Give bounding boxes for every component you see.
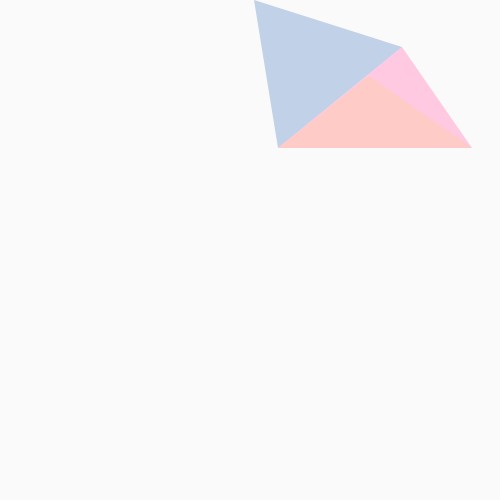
blue-triangle bbox=[254, 0, 402, 148]
salmon-triangle bbox=[278, 76, 472, 148]
